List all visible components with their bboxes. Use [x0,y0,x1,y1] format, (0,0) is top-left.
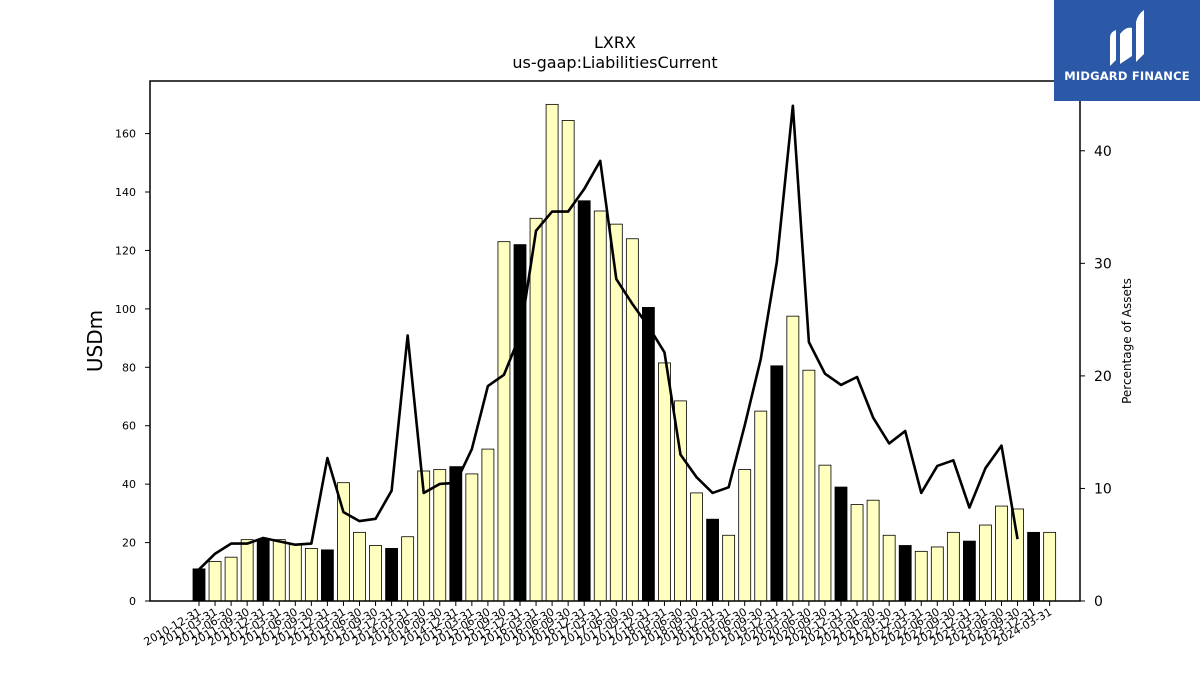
bar-2015-06-30 [481,448,495,602]
bar-2022-03-31 [914,550,928,602]
bar-2019-09-30 [754,410,768,602]
bar-group [192,103,1057,602]
bar-2015-03-31 [465,473,479,602]
bar-2024-03-31 [1043,531,1057,602]
y2-tick-label-20: 20 [1094,369,1112,385]
bar-2020-09-30 [818,464,832,602]
y-tick-label-120: 120 [115,244,136,257]
bar-2018-03-31 [658,362,671,602]
bar-2015-09-30 [497,241,511,602]
y-axis-label: USDm [83,310,107,372]
y-tick-label-0: 0 [129,595,136,608]
bar-2023-03-31 [979,524,992,602]
line-group [198,104,1019,571]
bar-2022-06-30 [930,546,944,602]
chart-subtitle: us-gaap:LiabilitiesCurrent [512,53,717,72]
bar-2011-12-31 [256,539,270,602]
bar-2010-12-31 [192,568,206,602]
bar-2012-09-30 [304,548,318,602]
chart-title: LXRX [594,33,636,52]
bar-2021-12-31 [898,545,912,602]
bar-2014-03-31 [401,536,415,602]
bar-2012-03-31 [272,539,286,602]
y-tick-label-100: 100 [115,303,136,316]
logo-text: MIDGARD FINANCE [1064,69,1190,83]
y2-tick-label-30: 30 [1094,256,1112,272]
y-axis-right: 0 10 20 30 40 [1080,144,1112,610]
y-tick-label-140: 140 [115,186,136,199]
midgard-logo-icon [1110,10,1144,66]
bar-2016-06-30 [545,103,559,602]
bar-2011-03-31 [208,561,222,602]
bar-2014-09-30 [433,469,447,602]
bar-2020-06-30 [802,369,816,602]
bar-2012-06-30 [288,543,302,602]
bar-2020-12-31 [834,486,848,602]
bar-2013-12-31 [385,548,399,602]
bar-2015-12-31 [513,244,527,602]
bar-2016-09-30 [561,120,575,602]
brand-logo: MIDGARD FINANCE [1054,0,1200,101]
bar-2017-09-30 [625,238,639,602]
bar-2021-06-30 [866,499,880,602]
bar-2014-12-31 [449,466,463,602]
bar-2022-09-30 [946,531,960,602]
y-tick-label-40: 40 [122,478,136,491]
bar-2013-06-30 [353,531,366,602]
bar-2019-06-30 [738,469,752,602]
bar-2017-12-31 [642,306,655,602]
bar-2019-03-31 [722,534,736,602]
bar-2016-12-31 [577,200,591,602]
bar-2020-03-31 [786,315,800,602]
bar-2021-03-31 [850,504,864,602]
bar-2013-09-30 [369,545,382,602]
bar-2017-03-31 [593,210,607,602]
bar-2011-06-30 [224,556,238,602]
y2-tick-label-10: 10 [1094,481,1112,497]
bar-2019-12-31 [770,365,784,602]
y-tick-label-20: 20 [122,537,136,550]
plot-frame [149,80,1081,602]
x-axis: 2010-12-312011-03-312011-06-302011-09-30… [142,601,1054,649]
y2-axis-label: Percentage of Assets [1120,278,1134,404]
bar-2018-09-30 [690,492,703,602]
y-tick-label-160: 160 [115,128,136,141]
y2-tick-label-0: 0 [1094,594,1103,610]
y2-tick-label-40: 40 [1094,144,1112,160]
bar-2023-09-30 [1011,508,1024,602]
percentage-line [198,104,1019,571]
bar-2011-09-30 [240,539,254,602]
bar-2023-12-31 [1027,531,1040,602]
y-axis-left: 0 20 40 60 80 100 120 140 160 [115,128,150,608]
bar-2012-12-31 [320,549,334,602]
bar-2021-09-30 [882,534,896,602]
bar-2018-12-31 [706,518,719,602]
bar-2023-06-30 [995,505,1008,602]
bar-2022-12-31 [963,540,976,602]
bar-2016-03-31 [529,217,543,602]
y-tick-label-60: 60 [122,420,136,433]
y-tick-label-80: 80 [122,361,136,374]
